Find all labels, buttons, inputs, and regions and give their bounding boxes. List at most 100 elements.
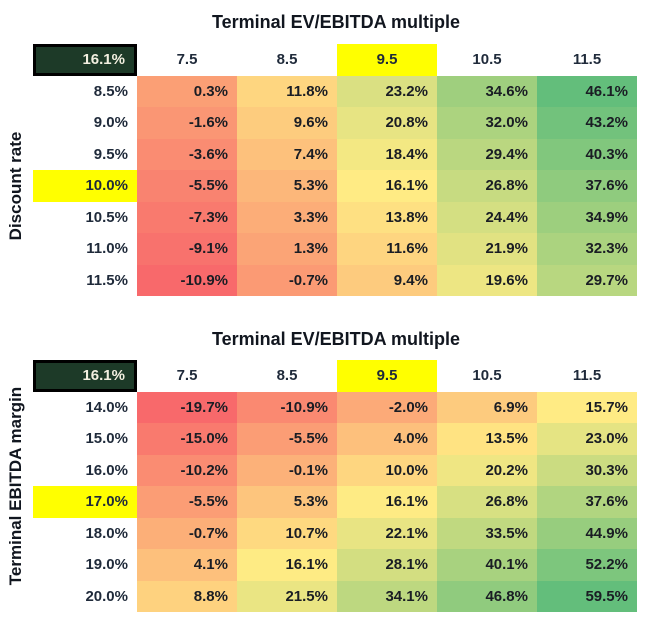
heatmap-value-cell[interactable]: 8.8%	[137, 580, 237, 612]
row-label-cell[interactable]: 10.0%	[33, 170, 137, 202]
y-axis-label: Discount rate	[6, 131, 25, 241]
base-case-value-cell[interactable]: 16.1%	[33, 44, 137, 76]
heatmap-value-cell[interactable]: 0.3%	[137, 75, 237, 107]
heatmap-value-cell[interactable]: 4.0%	[337, 423, 437, 455]
heatmap-value-cell[interactable]: 26.8%	[437, 170, 537, 202]
heatmap-value-cell[interactable]: 32.3%	[537, 233, 637, 265]
column-header-cell[interactable]: 7.5	[176, 51, 198, 69]
heatmap-value-cell[interactable]: -0.7%	[137, 517, 237, 549]
heatmap-value-cell[interactable]: -10.2%	[137, 454, 237, 486]
heatmap-value-cell[interactable]: -9.1%	[137, 233, 237, 265]
heatmap-value-cell[interactable]: 13.5%	[437, 423, 537, 455]
heatmap-value-cell[interactable]: 29.4%	[437, 138, 537, 170]
heatmap-value-cell[interactable]: 32.0%	[437, 107, 537, 139]
ebitda-margin-sensitivity-table: Terminal EV/EBITDA multiple Terminal EBI…	[0, 318, 653, 625]
heatmap-value-cell[interactable]: 22.1%	[337, 517, 437, 549]
column-header-cell[interactable]: 8.5	[276, 367, 298, 385]
row-label-cell[interactable]: 11.5%	[86, 271, 128, 289]
column-header-cell[interactable]: 10.5	[472, 367, 502, 385]
heatmap-value-cell[interactable]: -2.0%	[337, 391, 437, 423]
heatmap-value-cell[interactable]: 37.6%	[537, 486, 637, 518]
heatmap-value-cell[interactable]: 26.8%	[437, 486, 537, 518]
heatmap-value-cell[interactable]: 11.6%	[337, 233, 437, 265]
column-header-cell[interactable]: 9.5	[337, 360, 437, 392]
heatmap-value-cell[interactable]: 33.5%	[437, 517, 537, 549]
heatmap-value-cell[interactable]: 16.1%	[237, 549, 337, 581]
heatmap-value-cell[interactable]: -10.9%	[237, 391, 337, 423]
heatmap-value-cell[interactable]: 21.9%	[437, 233, 537, 265]
heatmap-value-cell[interactable]: -19.7%	[137, 391, 237, 423]
heatmap-value-cell[interactable]: 23.2%	[337, 75, 437, 107]
row-label-cell[interactable]: 18.0%	[85, 524, 128, 542]
heatmap-value-cell[interactable]: 16.1%	[337, 170, 437, 202]
column-header-cell[interactable]: 11.5	[572, 367, 602, 385]
heatmap-value-cell[interactable]: 5.3%	[237, 170, 337, 202]
heatmap-value-cell[interactable]: -5.5%	[137, 486, 237, 518]
heatmap-value-cell[interactable]: 46.1%	[537, 75, 637, 107]
row-label-cell[interactable]: 14.0%	[85, 398, 128, 416]
row-label-cell[interactable]: 11.0%	[86, 240, 128, 258]
heatmap-value-cell[interactable]: 59.5%	[537, 580, 637, 612]
heatmap-value-cell[interactable]: 46.8%	[437, 580, 537, 612]
heatmap-value-cell[interactable]: 28.1%	[337, 549, 437, 581]
heatmap-value-cell[interactable]: 34.9%	[537, 201, 637, 233]
heatmap-value-cell[interactable]: 6.9%	[437, 391, 537, 423]
heatmap-value-cell[interactable]: -5.5%	[237, 423, 337, 455]
heatmap-value-cell[interactable]: 1.3%	[237, 233, 337, 265]
heatmap-value-cell[interactable]: -10.9%	[137, 264, 237, 296]
heatmap-value-cell[interactable]: 10.0%	[337, 454, 437, 486]
row-label-cell[interactable]: 16.0%	[85, 461, 128, 479]
heatmap-value-cell[interactable]: 3.3%	[237, 201, 337, 233]
heatmap-grid: 16.1% 7.5 8.5 9.5 10.5 11.5 14.0% -19.7% -10.9% -…	[33, 360, 637, 612]
heatmap-value-cell[interactable]: 5.3%	[237, 486, 337, 518]
row-label-cell[interactable]: 15.0%	[85, 430, 128, 448]
heatmap-value-cell[interactable]: -3.6%	[137, 138, 237, 170]
heatmap-value-cell[interactable]: 24.4%	[437, 201, 537, 233]
heatmap-value-cell[interactable]: -7.3%	[137, 201, 237, 233]
heatmap-value-cell[interactable]: 37.6%	[537, 170, 637, 202]
heatmap-value-cell[interactable]: 13.8%	[337, 201, 437, 233]
base-case-value-cell[interactable]: 16.1%	[33, 360, 137, 392]
heatmap-value-cell[interactable]: 21.5%	[237, 580, 337, 612]
row-label-cell[interactable]: 9.5%	[93, 145, 128, 163]
heatmap-value-cell[interactable]: 15.7%	[537, 391, 637, 423]
discount-rate-sensitivity-table: Terminal EV/EBITDA multiple Discount rat…	[0, 0, 653, 302]
column-header-cell[interactable]: 10.5	[472, 51, 502, 69]
heatmap-value-cell[interactable]: 4.1%	[137, 549, 237, 581]
row-label-cell[interactable]: 17.0%	[33, 486, 137, 518]
heatmap-value-cell[interactable]: 18.4%	[337, 138, 437, 170]
heatmap-value-cell[interactable]: 23.0%	[537, 423, 637, 455]
row-label-cell[interactable]: 9.0%	[93, 114, 128, 132]
heatmap-value-cell[interactable]: 30.3%	[537, 454, 637, 486]
row-label-cell[interactable]: 8.5%	[93, 82, 128, 100]
heatmap-value-cell[interactable]: 40.1%	[437, 549, 537, 581]
heatmap-value-cell[interactable]: -0.7%	[237, 264, 337, 296]
column-header-cell[interactable]: 11.5	[572, 51, 602, 69]
heatmap-value-cell[interactable]: -5.5%	[137, 170, 237, 202]
heatmap-value-cell[interactable]: 19.6%	[437, 264, 537, 296]
column-header-cell[interactable]: 9.5	[337, 44, 437, 76]
heatmap-value-cell[interactable]: -1.6%	[137, 107, 237, 139]
heatmap-value-cell[interactable]: 34.6%	[437, 75, 537, 107]
row-label-cell[interactable]: 20.0%	[85, 587, 128, 605]
heatmap-value-cell[interactable]: 20.2%	[437, 454, 537, 486]
heatmap-value-cell[interactable]: 43.2%	[537, 107, 637, 139]
heatmap-value-cell[interactable]: 10.7%	[237, 517, 337, 549]
heatmap-value-cell[interactable]: 34.1%	[337, 580, 437, 612]
heatmap-value-cell[interactable]: 9.6%	[237, 107, 337, 139]
heatmap-value-cell[interactable]: -15.0%	[137, 423, 237, 455]
heatmap-value-cell[interactable]: 52.2%	[537, 549, 637, 581]
heatmap-value-cell[interactable]: 9.4%	[337, 264, 437, 296]
heatmap-value-cell[interactable]: 7.4%	[237, 138, 337, 170]
heatmap-value-cell[interactable]: 16.1%	[337, 486, 437, 518]
row-label-cell[interactable]: 10.5%	[85, 208, 128, 226]
heatmap-value-cell[interactable]: 44.9%	[537, 517, 637, 549]
column-header-cell[interactable]: 7.5	[176, 367, 198, 385]
row-label-cell[interactable]: 19.0%	[85, 556, 128, 574]
heatmap-value-cell[interactable]: 11.8%	[237, 75, 337, 107]
heatmap-value-cell[interactable]: 20.8%	[337, 107, 437, 139]
heatmap-value-cell[interactable]: 40.3%	[537, 138, 637, 170]
column-header-cell[interactable]: 8.5	[276, 51, 298, 69]
heatmap-value-cell[interactable]: -0.1%	[237, 454, 337, 486]
heatmap-value-cell[interactable]: 29.7%	[537, 264, 637, 296]
